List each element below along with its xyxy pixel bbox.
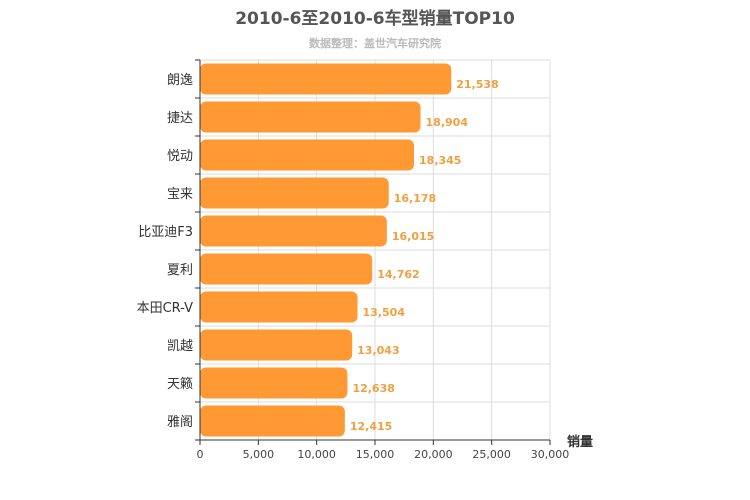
data-label: 21,538 (456, 78, 498, 91)
data-label: 16,015 (392, 230, 434, 243)
data-label: 16,178 (394, 192, 436, 205)
data-label: 13,043 (357, 344, 399, 357)
bars: 21,538 18,904 18,345 16,178 16,015 14,762 13,5… (200, 63, 499, 437)
x-axis-title: 销量 (567, 434, 593, 450)
x-tick-label: 25,000 (472, 448, 511, 461)
chart-subtitle: 数据整理：盖世汽车研究院 (309, 36, 441, 50)
category-label: 悦动 (167, 149, 193, 164)
bar (200, 253, 373, 285)
bar (200, 329, 353, 361)
bar (200, 367, 348, 399)
data-label: 18,345 (419, 154, 461, 167)
x-tick-label: 10,000 (297, 448, 336, 461)
category-label: 朗逸 (167, 73, 193, 88)
category-label: 天籁 (167, 377, 193, 392)
category-label: 雅阁 (167, 415, 193, 430)
category-label: 凯越 (167, 339, 193, 354)
data-label: 14,762 (377, 268, 419, 281)
x-tick-label: 20,000 (414, 448, 453, 461)
bar (200, 63, 452, 95)
chart-title: 2010-6至2010-6车型销量TOP10 (235, 8, 515, 29)
category-label: 宝来 (167, 187, 193, 202)
x-tick-label: 0 (197, 448, 204, 461)
category-label: 比亚迪F3 (138, 225, 193, 240)
bar (200, 215, 387, 247)
bar (200, 177, 389, 209)
data-label: 12,638 (352, 382, 394, 395)
category-label: 捷达 (167, 111, 193, 126)
bar (200, 101, 421, 133)
bar (200, 139, 415, 171)
category-label: 夏利 (167, 263, 193, 278)
bar (200, 405, 345, 437)
data-label: 18,904 (426, 116, 469, 129)
category-label: 本田CR-V (137, 301, 194, 316)
bar (200, 291, 358, 323)
data-label: 12,415 (350, 420, 392, 433)
x-tick-label: 5,000 (243, 448, 275, 461)
x-tick-label: 30,000 (531, 448, 570, 461)
data-label: 13,504 (363, 306, 406, 319)
x-tick-label: 15,000 (356, 448, 395, 461)
